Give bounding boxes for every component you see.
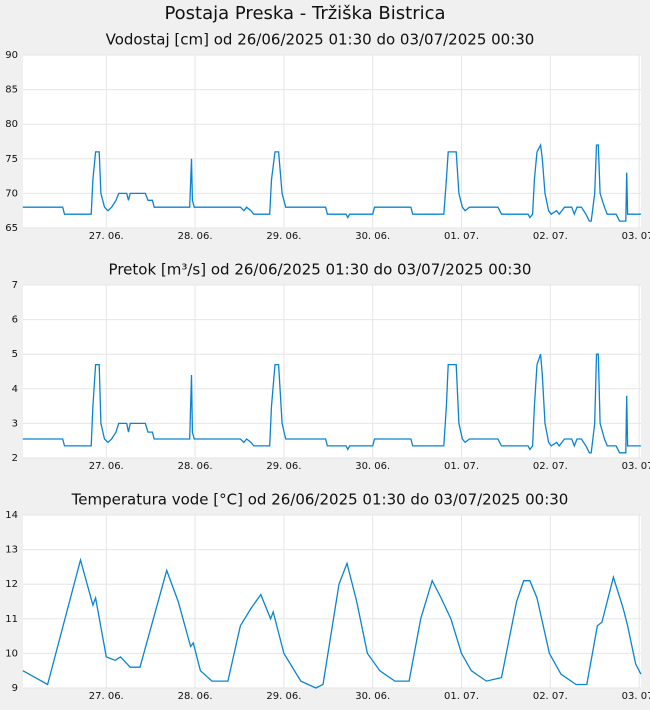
plot-area [23,285,641,458]
y-tick-label: 90 [5,50,18,61]
y-tick-label: 65 [5,223,18,234]
x-tick-label: 01. 07. [444,231,479,242]
x-tick-label: 01. 07. [444,691,479,702]
x-tick-label: 30. 06. [355,231,390,242]
data-line [22,142,641,222]
x-tick-label: 03. 07. [622,231,650,242]
data-line [22,557,642,689]
y-tick-label: 9 [12,683,18,694]
x-tick-label: 29. 06. [266,231,301,242]
y-tick-label: 3 [12,418,18,429]
y-tick-label: 75 [5,154,18,165]
y-tick-label: 80 [5,119,18,130]
y-tick-label: 70 [5,188,18,199]
data-line [22,353,641,454]
x-tick-label: 30. 06. [355,691,390,702]
x-tick-label: 02. 07. [533,461,568,472]
plot-area [23,55,641,228]
x-tick-label: 27. 06. [89,691,124,702]
chart-title: Pretok [m³/s] od 26/06/2025 01:30 do 03/… [109,261,532,279]
x-tick-label: 28. 06. [178,231,213,242]
y-tick-label: 7 [12,280,18,291]
x-tick-label: 27. 06. [89,461,124,472]
x-tick-label: 03. 07. [622,461,650,472]
y-tick-label: 6 [12,315,18,326]
y-tick-label: 13 [5,545,18,556]
x-tick-label: 29. 06. [266,461,301,472]
page-title: Postaja Preska - Tržiška Bistrica [164,3,445,24]
chart-title: Temperatura vode [°C] od 26/06/2025 01:3… [71,491,569,509]
x-tick-label: 03. 07. [622,691,650,702]
x-tick-label: 27. 06. [89,231,124,242]
y-tick-label: 11 [5,614,18,625]
y-tick-label: 12 [5,579,18,590]
y-tick-label: 85 [5,85,18,96]
y-tick-label: 10 [5,648,18,659]
x-tick-label: 30. 06. [355,461,390,472]
x-tick-label: 02. 07. [533,691,568,702]
plot-area [23,515,641,688]
x-tick-label: 28. 06. [178,461,213,472]
y-tick-label: 5 [12,349,18,360]
x-tick-label: 28. 06. [178,691,213,702]
y-tick-label: 2 [12,453,18,464]
x-tick-label: 02. 07. [533,231,568,242]
y-tick-label: 4 [12,384,18,395]
x-tick-label: 01. 07. [444,461,479,472]
chart-title: Vodostaj [cm] od 26/06/2025 01:30 do 03/… [106,31,535,49]
x-tick-label: 29. 06. [266,691,301,702]
y-tick-label: 14 [5,510,18,521]
